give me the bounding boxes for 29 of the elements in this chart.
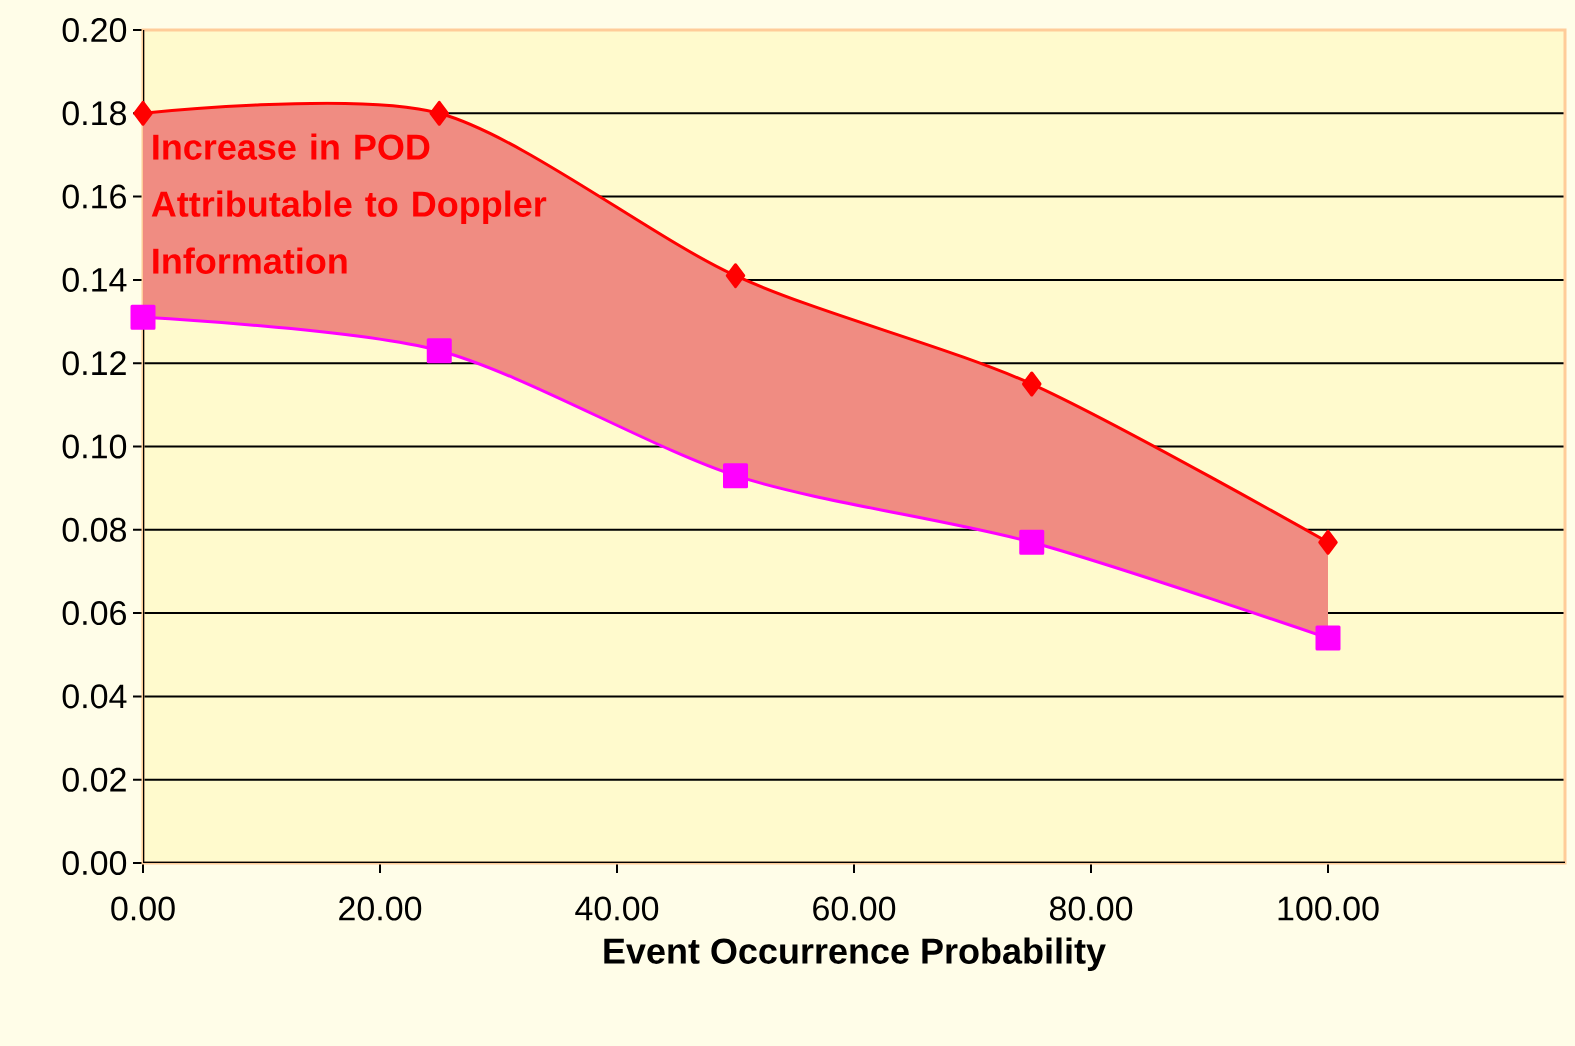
y-tick-label: 0.10	[62, 434, 127, 459]
y-tick-label: 0.18	[62, 101, 126, 126]
x-axis-title: Event Occurrence Probability	[604, 937, 1106, 972]
point	[723, 463, 749, 489]
y-tick-label: 0.04	[62, 684, 127, 709]
x-tick-label: 20.00	[339, 896, 422, 921]
x-tick-label: 0.00	[111, 896, 175, 921]
y-tick-label: 0.12	[62, 351, 126, 376]
x-tick-label: 40.00	[575, 896, 659, 921]
point	[1019, 529, 1045, 555]
x-tick-label: 60.00	[813, 896, 896, 921]
x-tick-label: 100.00	[1278, 896, 1379, 921]
point	[725, 263, 746, 289]
point	[130, 304, 156, 330]
point	[1315, 625, 1341, 651]
y-tick-label: 0.06	[62, 601, 126, 626]
point	[429, 100, 450, 126]
y-tick-label: 0.14	[62, 267, 127, 292]
point	[1022, 371, 1042, 397]
annotation: Increase in POD Attributable to Doppler Information	[151, 133, 547, 274]
point	[426, 338, 452, 364]
y-tick-label: 0.16	[62, 184, 126, 209]
y-tick-label: 0.00	[62, 850, 127, 876]
point	[1318, 529, 1338, 555]
y-tick-label: 0.08	[62, 517, 126, 542]
point	[133, 100, 153, 126]
y-tick-label: 0.02	[62, 767, 126, 792]
y-tick-label: 0.20	[62, 17, 127, 43]
x-tick-label: 80.00	[1049, 896, 1133, 921]
